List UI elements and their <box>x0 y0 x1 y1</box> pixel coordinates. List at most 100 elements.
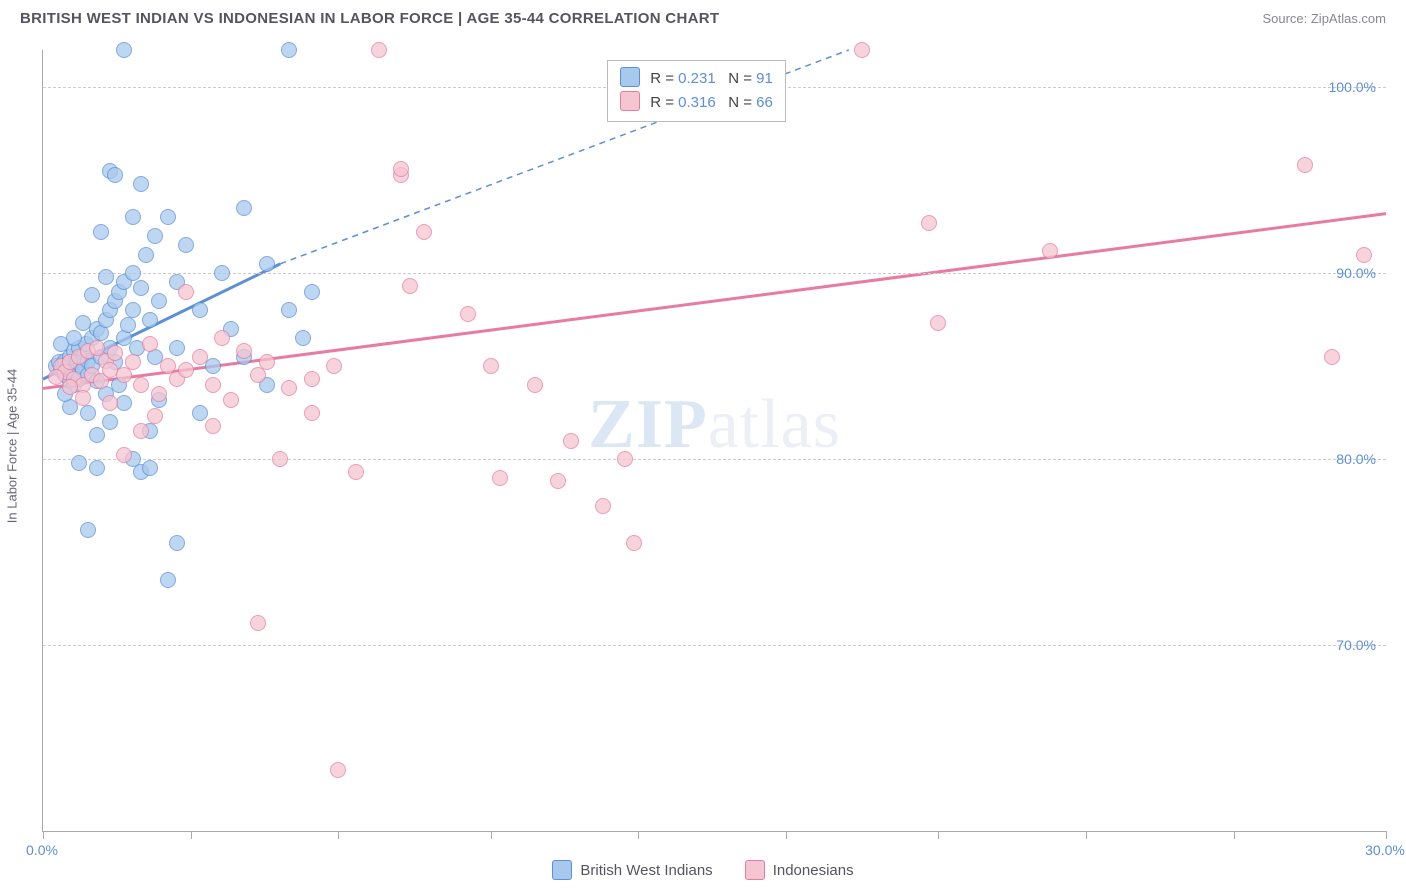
data-point <box>205 418 221 434</box>
data-point <box>563 433 579 449</box>
data-point <box>93 224 109 240</box>
data-point <box>89 427 105 443</box>
data-point <box>626 535 642 551</box>
data-point <box>272 451 288 467</box>
data-point <box>393 161 409 177</box>
data-point <box>192 302 208 318</box>
chart-header: BRITISH WEST INDIAN VS INDONESIAN IN LAB… <box>0 0 1406 35</box>
data-point <box>304 284 320 300</box>
data-point <box>133 377 149 393</box>
data-point <box>178 362 194 378</box>
y-tick-label: 70.0% <box>1336 637 1376 653</box>
legend-item-ind: Indonesians <box>745 860 854 880</box>
data-point <box>921 215 937 231</box>
data-point <box>178 237 194 253</box>
data-point <box>250 615 266 631</box>
data-point <box>330 762 346 778</box>
data-point <box>169 535 185 551</box>
data-point <box>142 460 158 476</box>
data-point <box>402 278 418 294</box>
data-point <box>1297 157 1313 173</box>
data-point <box>416 224 432 240</box>
data-point <box>147 228 163 244</box>
data-point <box>1042 243 1058 259</box>
data-point <box>80 522 96 538</box>
data-point <box>236 200 252 216</box>
data-point <box>75 315 91 331</box>
legend-bottom: British West Indians Indonesians <box>0 860 1406 880</box>
y-tick-label: 90.0% <box>1336 265 1376 281</box>
data-point <box>281 302 297 318</box>
data-point <box>84 287 100 303</box>
gridline <box>43 459 1386 460</box>
data-point <box>89 460 105 476</box>
data-point <box>259 354 275 370</box>
legend-stats-row: R = 0.231 N = 91 <box>620 67 773 91</box>
data-point <box>147 408 163 424</box>
x-tick <box>786 831 787 839</box>
data-point <box>236 343 252 359</box>
data-point <box>304 371 320 387</box>
data-point <box>295 330 311 346</box>
data-point <box>125 265 141 281</box>
data-point <box>107 345 123 361</box>
data-point <box>151 386 167 402</box>
data-point <box>527 377 543 393</box>
y-axis-label: In Labor Force | Age 35-44 <box>5 369 20 523</box>
data-point <box>102 414 118 430</box>
x-tick <box>191 831 192 839</box>
x-tick <box>43 831 44 839</box>
x-tick <box>491 831 492 839</box>
data-point <box>98 269 114 285</box>
data-point <box>151 293 167 309</box>
x-tick <box>1086 831 1087 839</box>
data-point <box>205 377 221 393</box>
data-point <box>492 470 508 486</box>
source-label: Source: ZipAtlas.com <box>1262 11 1386 26</box>
data-point <box>133 176 149 192</box>
data-point <box>205 358 221 374</box>
data-point <box>160 572 176 588</box>
x-tick-label: 0.0% <box>26 842 58 858</box>
data-point <box>138 247 154 263</box>
data-point <box>371 42 387 58</box>
data-point <box>348 464 364 480</box>
data-point <box>259 256 275 272</box>
x-tick <box>338 831 339 839</box>
data-point <box>53 336 69 352</box>
data-point <box>281 42 297 58</box>
data-point <box>48 369 64 385</box>
data-point <box>550 473 566 489</box>
data-point <box>71 455 87 471</box>
y-tick-label: 100.0% <box>1329 79 1376 95</box>
legend-item-bwi: British West Indians <box>552 860 712 880</box>
data-point <box>178 284 194 300</box>
data-point <box>116 42 132 58</box>
data-point <box>595 498 611 514</box>
data-point <box>133 280 149 296</box>
data-point <box>617 451 633 467</box>
gridline <box>43 273 1386 274</box>
data-point <box>160 209 176 225</box>
data-point <box>214 330 230 346</box>
data-point <box>483 358 499 374</box>
x-tick-label: 30.0% <box>1365 842 1405 858</box>
trend-lines <box>43 50 1386 831</box>
gridline <box>43 645 1386 646</box>
data-point <box>62 379 78 395</box>
data-point <box>80 405 96 421</box>
data-point <box>125 354 141 370</box>
data-point <box>281 380 297 396</box>
source-link[interactable]: ZipAtlas.com <box>1311 11 1386 26</box>
data-point <box>169 340 185 356</box>
legend-stats-row: R = 0.316 N = 66 <box>620 91 773 115</box>
data-point <box>133 423 149 439</box>
data-point <box>214 265 230 281</box>
data-point <box>326 358 342 374</box>
x-tick <box>638 831 639 839</box>
x-tick <box>938 831 939 839</box>
data-point <box>142 312 158 328</box>
legend-swatch-ind <box>745 860 765 880</box>
data-point <box>460 306 476 322</box>
data-point <box>102 395 118 411</box>
